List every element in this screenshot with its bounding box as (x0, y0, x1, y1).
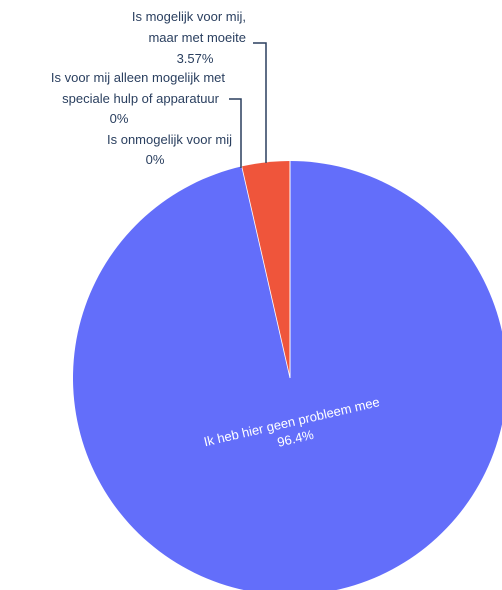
connector-line-slice1 (253, 42, 267, 163)
label-slice1-line2: maar met moeite (148, 30, 246, 45)
connector-line-slice2 (229, 98, 242, 168)
label-slice2-line1: Is voor mij alleen mogelijk met (51, 70, 226, 85)
label-slice2-line2: speciale hulp of apparatuur (62, 91, 220, 106)
label-slice2-value: 0% (110, 111, 129, 126)
pie-slices (72, 161, 502, 590)
label-slice1-line1: Is mogelijk voor mij, (132, 9, 246, 24)
pie-slice-0 (72, 161, 502, 590)
label-slice3-line1: Is onmogelijk voor mij (107, 132, 232, 147)
slice-separator-1 (241, 166, 291, 379)
label-slice1-value: 3.57% (177, 51, 214, 66)
label-slice3-value: 0% (146, 152, 165, 167)
